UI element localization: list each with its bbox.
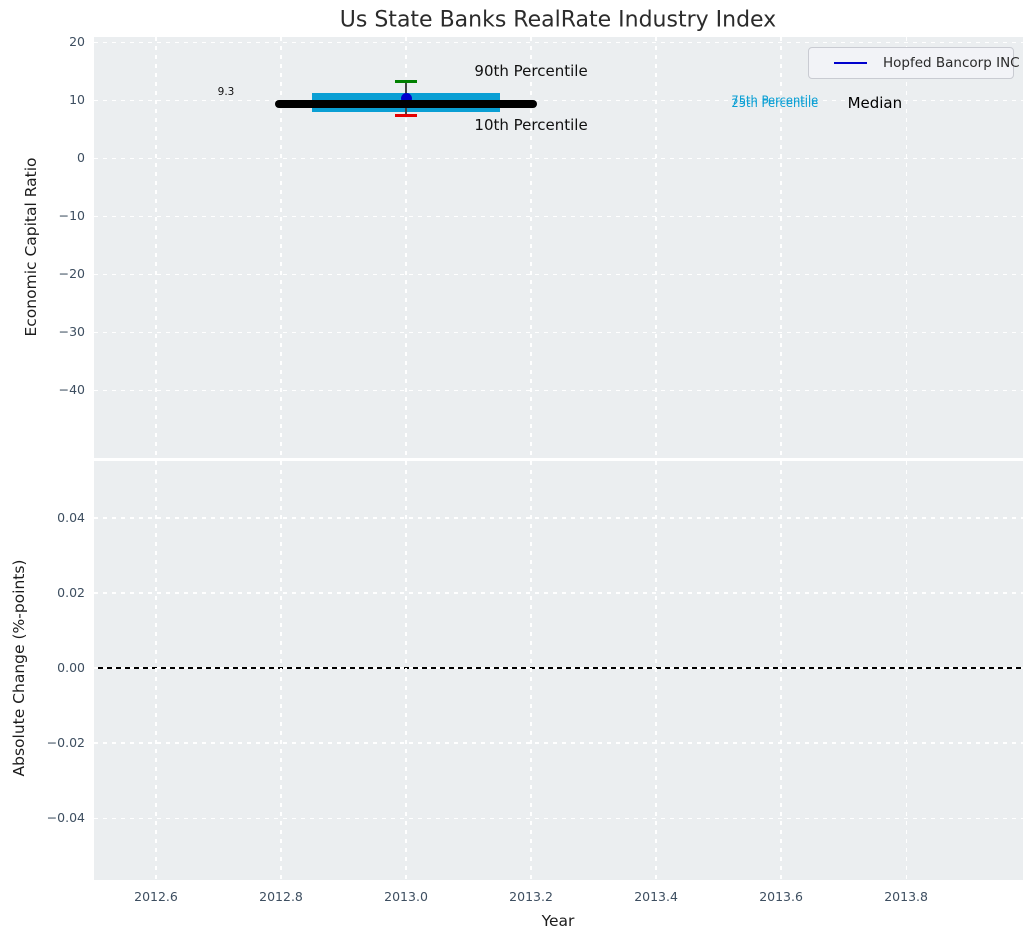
- median-line: [274, 100, 538, 109]
- x-tick-label: 2012.8: [259, 889, 303, 904]
- x-tick-label: 2013.2: [509, 889, 553, 904]
- x-tick-label: 2013.6: [759, 889, 803, 904]
- y-tick-label: 0: [77, 150, 85, 166]
- gridline-horizontal: [93, 517, 1023, 519]
- gridline-vertical: [405, 461, 407, 880]
- x-tick-label: 2013.0: [384, 889, 428, 904]
- gridline-horizontal: [93, 592, 1023, 594]
- legend-entry-label: Hopfed Bancorp INC: [883, 55, 1020, 71]
- p90-whisker-cap: [395, 80, 418, 84]
- annotation-10th-percentile: 10th Percentile: [474, 116, 588, 135]
- hopfed-bancorp-data-point: [400, 92, 412, 104]
- bottom-axes-absolute-change: [93, 461, 1023, 880]
- gridline-horizontal: [93, 667, 1023, 669]
- y-tick-label: −10: [58, 208, 85, 224]
- annotation-90th-percentile: 90th Percentile: [474, 62, 588, 81]
- x-axis-label: Year: [541, 912, 575, 930]
- y-tick-label: −0.04: [46, 810, 85, 826]
- x-tick-label: 2013.4: [634, 889, 678, 904]
- gridline-vertical: [280, 461, 282, 880]
- y-tick-label: −30: [58, 324, 85, 340]
- y-tick-label: 20: [69, 34, 85, 50]
- gridline-vertical: [780, 37, 782, 458]
- annotation-25th-percentile: 25th Percentile: [731, 95, 819, 110]
- gridline-vertical: [905, 37, 907, 458]
- gridline-horizontal: [93, 331, 1023, 333]
- y-tick-label: 0.04: [57, 510, 85, 526]
- gridline-horizontal: [93, 273, 1023, 275]
- y-tick-label: 10: [69, 92, 85, 108]
- chart-title: Us State Banks RealRate Industry Index: [339, 7, 777, 33]
- y-tick-label: 0.02: [57, 585, 85, 601]
- gridline-horizontal: [93, 389, 1023, 391]
- gridline-vertical: [405, 37, 407, 458]
- gridline-vertical: [655, 461, 657, 880]
- gridline-horizontal: [93, 157, 1023, 159]
- gridline-vertical: [280, 37, 282, 458]
- legend: Hopfed Bancorp INC: [808, 47, 1020, 79]
- y-tick-label: 0.00: [57, 660, 85, 676]
- y-tick-label: −20: [58, 266, 85, 282]
- y-tick-label: −40: [58, 382, 85, 398]
- y-tick-label: −0.02: [46, 735, 85, 751]
- gridline-vertical: [155, 461, 157, 880]
- gridline-vertical: [530, 461, 532, 880]
- annotation-75th-percentile: 75th Percentile: [731, 92, 819, 107]
- x-tick-label: 2012.6: [134, 889, 178, 904]
- y-axis-label-top: Economic Capital Ratio: [22, 157, 40, 337]
- gridline-horizontal: [93, 215, 1023, 217]
- gridline-vertical: [780, 461, 782, 880]
- gridline-vertical: [530, 37, 532, 458]
- annotation-median-value: 9.3: [217, 85, 235, 98]
- gridline-horizontal: [93, 817, 1023, 819]
- annotation-median: Median: [847, 94, 903, 113]
- gridline-vertical: [155, 37, 157, 458]
- top-axes-economic-capital-ratio: 90th Percentile 10th Percentile 75th Per…: [93, 37, 1023, 458]
- gridline-horizontal: [93, 99, 1023, 101]
- gridline-horizontal: [93, 41, 1023, 43]
- legend-line-swatch: [834, 61, 867, 65]
- gridline-vertical: [655, 37, 657, 458]
- x-tick-label: 2013.8: [884, 889, 928, 904]
- gridline-horizontal: [93, 742, 1023, 744]
- gridline-vertical: [905, 461, 907, 880]
- p10-whisker-cap: [395, 114, 418, 118]
